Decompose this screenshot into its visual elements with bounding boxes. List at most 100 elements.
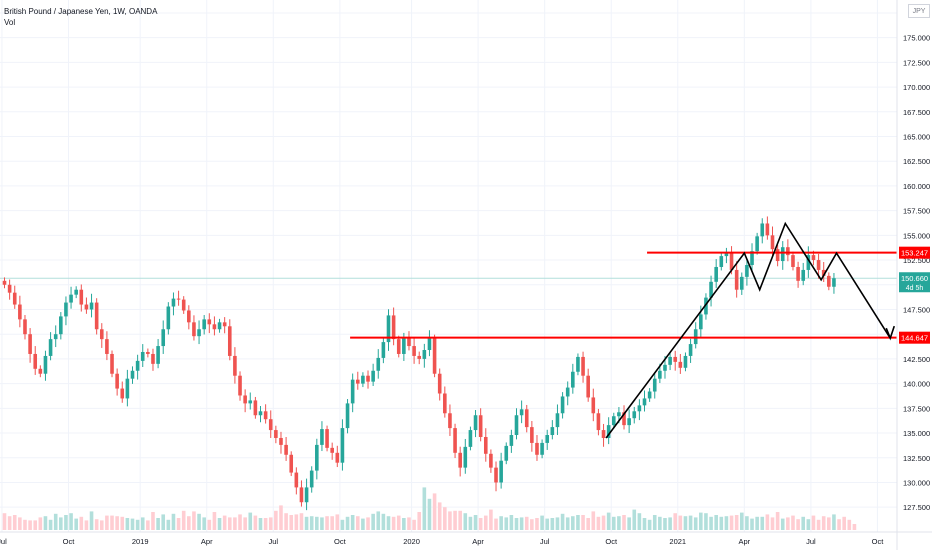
- candle-body: [832, 278, 836, 287]
- bar-countdown-label: 4d 5h: [906, 285, 924, 292]
- volume-bar: [304, 516, 309, 530]
- candle-body: [545, 435, 550, 443]
- volume-bar: [540, 515, 544, 530]
- time-tick-label: 2019: [132, 537, 149, 546]
- candle-body: [596, 413, 601, 431]
- candle-body: [89, 302, 94, 310]
- volume-bar: [110, 515, 114, 530]
- chart-legend[interactable]: British Pound / Japanese Yen, 1W, OANDA …: [4, 6, 157, 28]
- volume-bar: [289, 515, 294, 530]
- candle-body: [376, 357, 381, 371]
- candle-body: [770, 235, 775, 250]
- candle-body: [806, 255, 811, 270]
- volume-bar: [366, 517, 370, 530]
- volume-bar: [315, 516, 319, 530]
- volume-bar: [765, 514, 770, 530]
- price-tick-label: 170.000: [903, 83, 930, 92]
- candle-body: [663, 364, 667, 371]
- candle-body: [18, 304, 22, 320]
- candle-body: [724, 253, 729, 257]
- candle-body: [688, 344, 693, 356]
- volume-bar: [576, 515, 580, 530]
- candle-body: [140, 351, 145, 361]
- volume-indicator-label[interactable]: Vol: [4, 18, 16, 27]
- time-axis: Jul Oct 2019 Apr Jul Oct 2020 Apr Jul Oct 2021 Apr J…: [0, 537, 884, 546]
- candle-body: [243, 395, 247, 404]
- candle-body: [187, 310, 191, 323]
- volume-bar: [105, 515, 109, 530]
- candle-body: [268, 419, 273, 431]
- candle-body: [673, 356, 678, 362]
- candle-body: [463, 446, 468, 468]
- candle-body: [555, 413, 560, 428]
- candle-body: [611, 416, 616, 426]
- volume-bar: [489, 509, 493, 530]
- volume-bar: [192, 511, 196, 530]
- volume-bar: [560, 513, 565, 530]
- symbol-title[interactable]: British Pound / Japanese Yen, 1W, OANDA: [4, 7, 158, 16]
- candle-body: [28, 334, 32, 354]
- time-tick-label: 2020: [403, 537, 420, 546]
- candle-body: [7, 284, 12, 293]
- volume-bar: [43, 516, 48, 530]
- volume-bar: [18, 517, 22, 530]
- volume-bar: [453, 510, 457, 530]
- volume-bar: [494, 518, 498, 530]
- volume-bar: [176, 518, 181, 530]
- candle-body: [642, 398, 647, 406]
- pattern-drawing: [605, 221, 891, 439]
- candle-body: [202, 319, 206, 330]
- volume-bar: [437, 502, 442, 530]
- volume-bar: [64, 515, 68, 530]
- candle-body: [821, 269, 826, 276]
- price-tick-label: 127.500: [903, 503, 930, 512]
- volume-bar: [391, 516, 396, 530]
- volume-bar: [135, 519, 140, 530]
- volume-bar: [320, 517, 324, 530]
- volume-bar: [611, 516, 616, 530]
- candle-body: [156, 346, 160, 364]
- candle-body: [560, 396, 565, 414]
- volume-bar: [622, 515, 626, 530]
- volume-bar: [325, 516, 329, 530]
- candle-body: [683, 355, 688, 368]
- volume-bar: [38, 517, 43, 530]
- volume-bar: [330, 516, 334, 530]
- candle-body: [535, 442, 539, 455]
- candle-body: [227, 326, 232, 356]
- volume-bar: [355, 516, 360, 530]
- volume-bar: [842, 516, 846, 530]
- volume-bar: [642, 518, 647, 530]
- currency-badge[interactable]: JPY: [908, 4, 930, 18]
- volume-bar: [294, 514, 299, 530]
- candle-body: [606, 425, 611, 438]
- volume-bar: [361, 518, 365, 530]
- volume-bar: [94, 519, 99, 530]
- volume-bar: [729, 515, 734, 530]
- volume-bar: [202, 517, 206, 530]
- volume-bar: [99, 520, 104, 530]
- price-tick-label: 135.000: [903, 429, 930, 438]
- candle-body: [658, 370, 662, 379]
- volume-bar: [791, 515, 795, 530]
- volume-bar: [448, 511, 452, 530]
- candle-body: [33, 353, 38, 369]
- volume-bar: [443, 507, 447, 530]
- volume-bar: [268, 517, 273, 530]
- volume-bar: [458, 510, 462, 530]
- candle-body: [811, 255, 816, 261]
- volume-bar: [601, 515, 606, 530]
- candle-body: [519, 409, 524, 416]
- level-price-label: 144.647: [901, 334, 928, 343]
- candle-body: [714, 266, 718, 282]
- volume-bar: [2, 513, 7, 530]
- volume-bar: [734, 515, 739, 530]
- volume-bar: [233, 517, 237, 530]
- volume-bar: [473, 515, 478, 530]
- volume-bar: [663, 518, 667, 530]
- volume-bar: [279, 505, 283, 530]
- time-tick-label: Apr: [739, 537, 751, 546]
- candle-body: [350, 379, 355, 404]
